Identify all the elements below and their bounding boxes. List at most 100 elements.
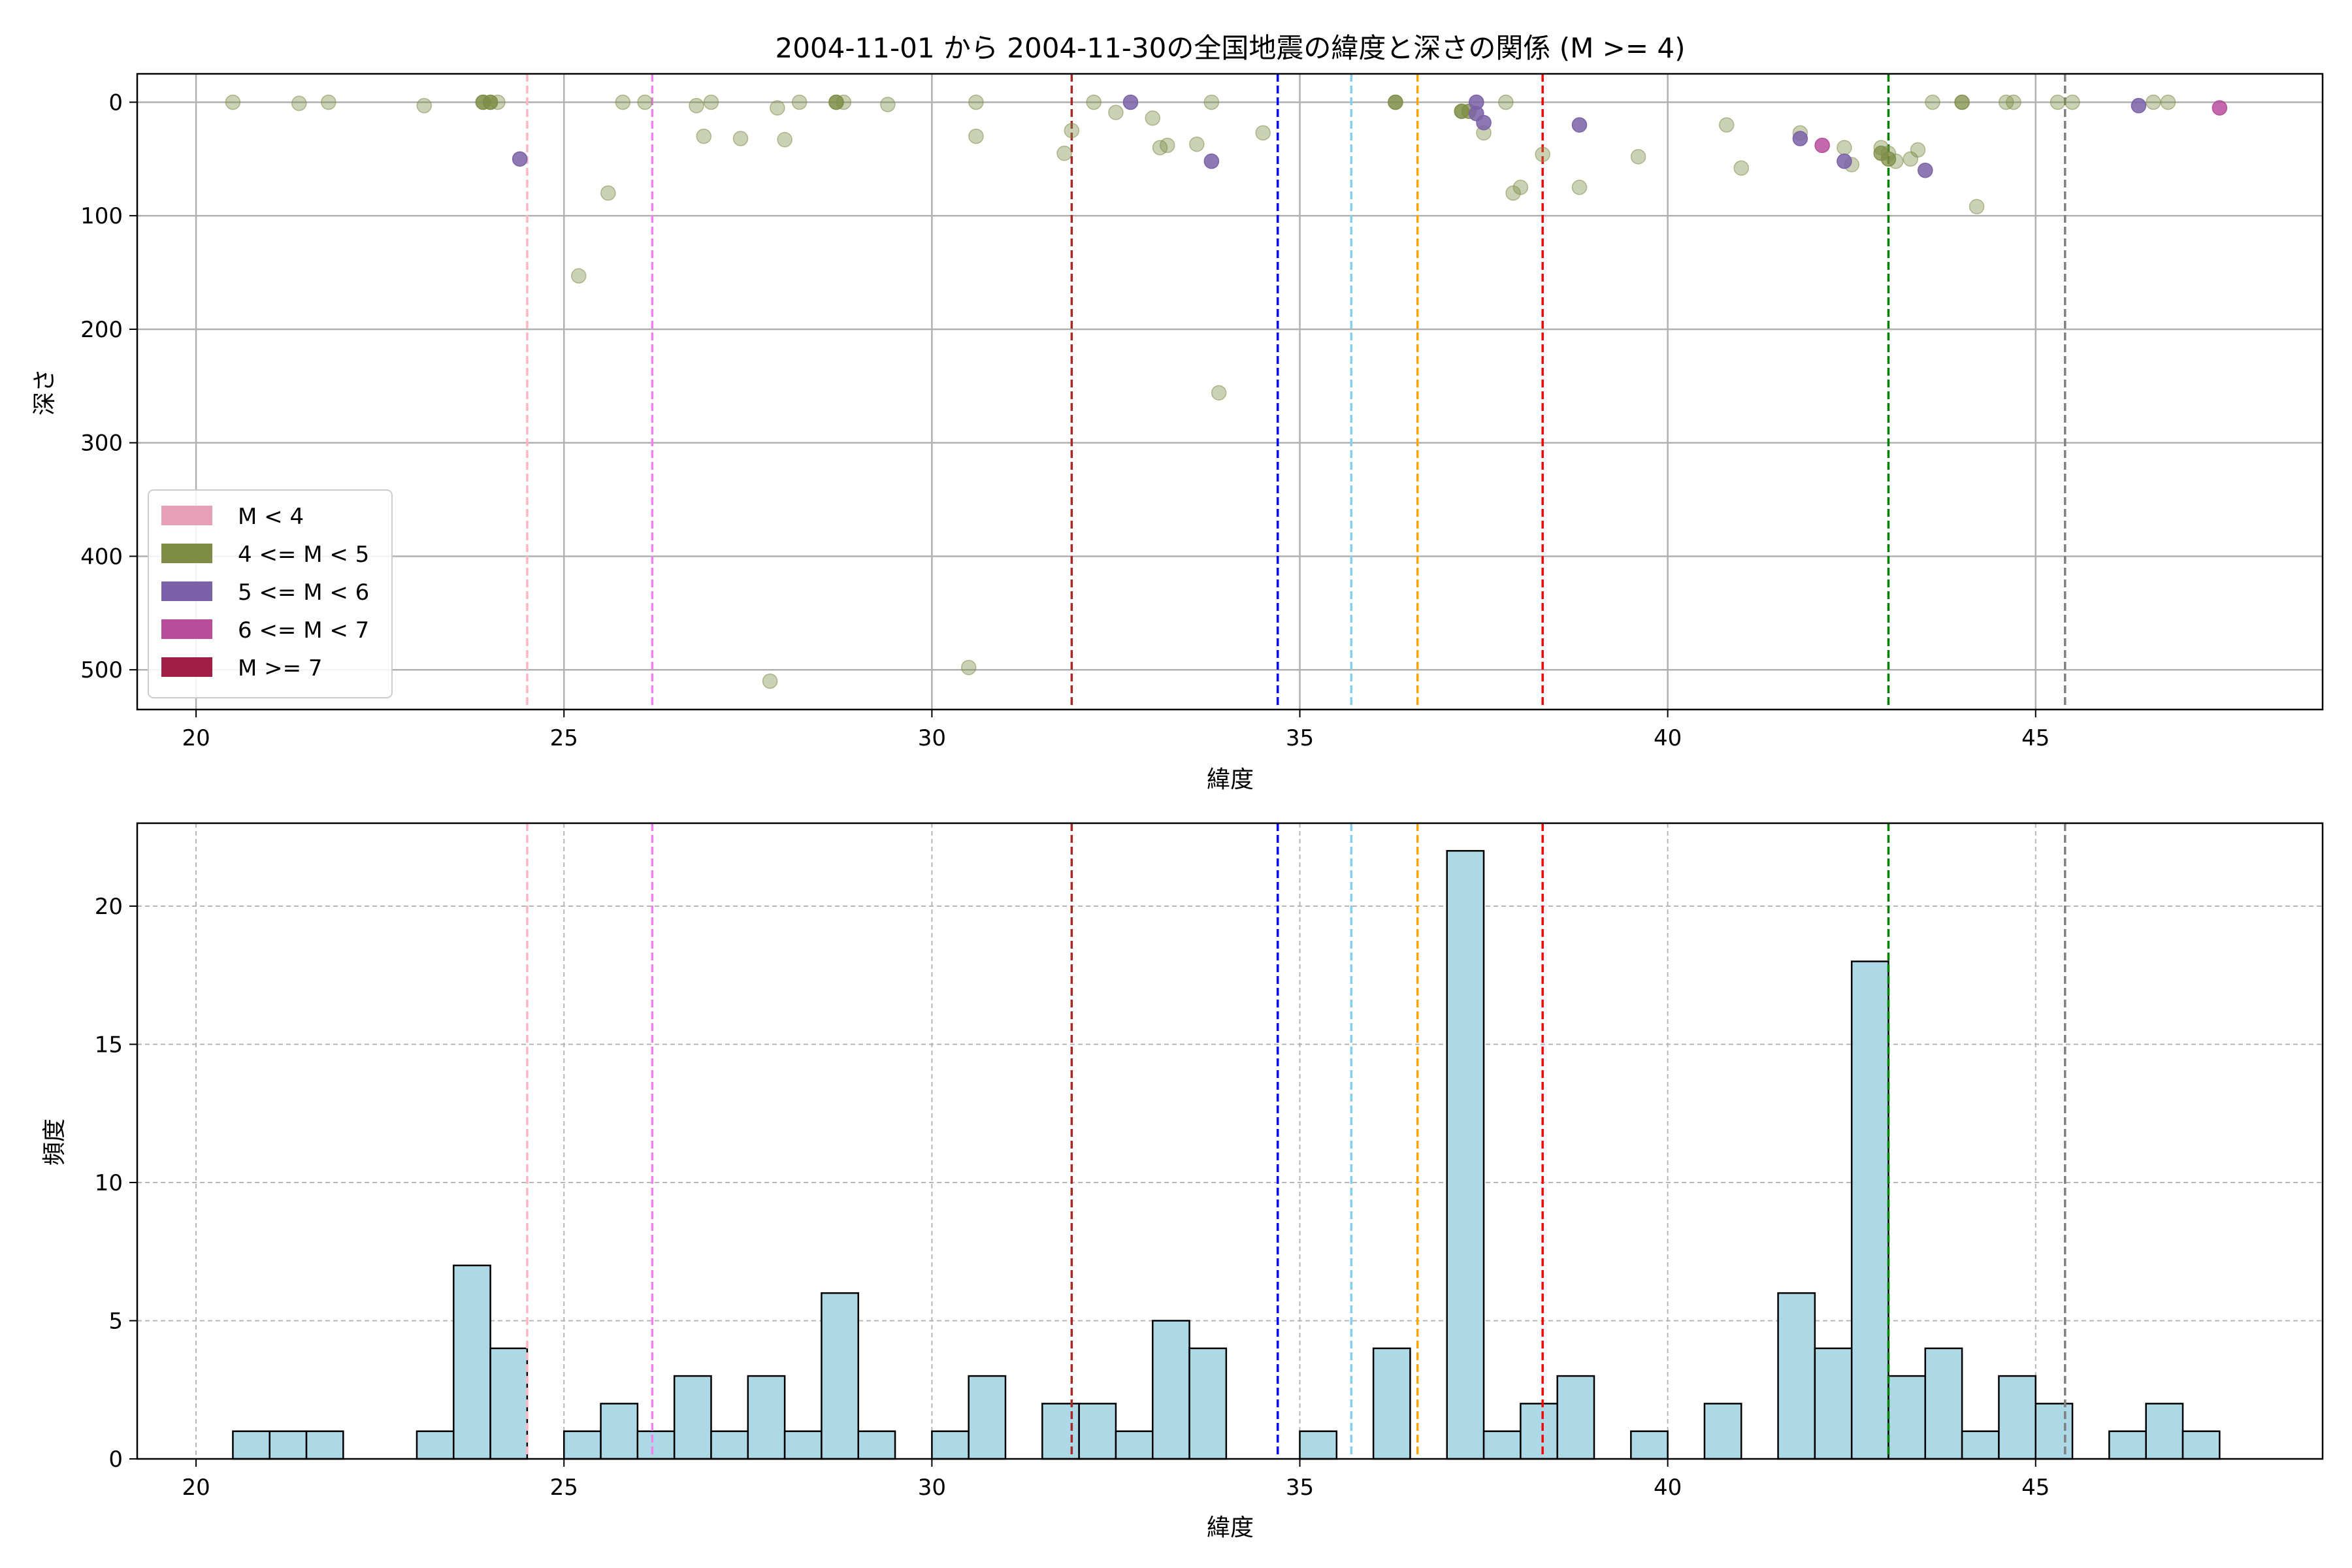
histogram-ticks: 20 25 30 35 40 45 0 5 10 15 20 <box>95 894 2050 1501</box>
scatter-point <box>571 268 587 284</box>
scatter-point <box>703 94 719 110</box>
histogram-bar <box>563 1430 602 1460</box>
scatter-point <box>321 94 336 110</box>
scatter-point <box>1211 385 1227 400</box>
histogram-y-axis-label: 頻度 <box>41 1119 68 1166</box>
scatter-point <box>2050 94 2066 110</box>
scatter-point <box>1837 154 1852 169</box>
scatter-legend-swatch <box>161 544 212 563</box>
histogram-bar <box>269 1430 308 1460</box>
scatter-point <box>828 94 844 110</box>
scatter-grid <box>137 74 2323 710</box>
scatter-point <box>1925 94 1940 110</box>
scatter-legend-box <box>148 489 393 698</box>
histogram-bar <box>1372 1347 1411 1460</box>
histogram-bar <box>857 1430 896 1460</box>
scatter-point <box>1837 140 1852 155</box>
scatter-point <box>1145 110 1160 126</box>
histogram-bars <box>232 850 2221 1460</box>
scatter-point <box>696 128 711 144</box>
histogram-bar <box>1446 850 1485 1460</box>
histogram-bar <box>1703 1403 1742 1460</box>
histogram-bar <box>305 1430 344 1460</box>
scatter-point <box>1086 94 1102 110</box>
histogram-bar <box>747 1375 786 1460</box>
histogram-bar <box>2181 1430 2221 1460</box>
scatter-legend-label: M < 4 <box>238 504 304 530</box>
scatter-point <box>1630 149 1646 165</box>
scatter-point <box>1910 142 1926 158</box>
histogram-bar <box>600 1403 639 1460</box>
scatter-point <box>512 151 528 167</box>
scatter-point <box>1880 151 1897 167</box>
histogram-panel: 20 25 30 35 40 45 0 5 10 15 20 緯度 頻度 <box>41 822 2324 1541</box>
scatter-point <box>1255 125 1271 141</box>
histogram-bar <box>1482 1430 1522 1460</box>
scatter-y-tick-label: 100 <box>80 203 123 229</box>
scatter-y-tick-label: 500 <box>80 657 123 683</box>
scatter-y-tick-label: 0 <box>108 90 123 116</box>
scatter-point <box>1189 136 1205 152</box>
histogram-x-axis-label: 緯度 <box>1207 1514 1254 1541</box>
scatter-point <box>416 97 432 114</box>
scatter-point <box>960 659 977 676</box>
histogram-bar <box>2034 1403 2074 1460</box>
scatter-point <box>1388 94 1403 110</box>
scatter-point <box>1056 145 1072 161</box>
histogram-bar <box>1115 1430 1154 1460</box>
scatter-point <box>2065 94 2080 110</box>
scatter-point <box>1498 94 1514 110</box>
scatter-panel: 20 25 30 35 40 45 0 100 200 300 400 500 緯度 深さ M < 4… <box>31 73 2324 793</box>
scatter-legend-swatch <box>161 657 212 677</box>
histogram-x-tick-label: 35 <box>1286 1475 1314 1501</box>
histogram-x-tick-label: 40 <box>1654 1475 1682 1501</box>
histogram-bar <box>673 1375 712 1460</box>
scatter-legend-label: 6 <= M < 7 <box>238 617 369 644</box>
scatter-x-tick-label: 30 <box>918 725 946 751</box>
scatter-point <box>1064 123 1080 139</box>
scatter-point <box>968 94 984 110</box>
scatter-point <box>291 95 307 111</box>
histogram-x-tick-label: 25 <box>550 1475 578 1501</box>
histogram-bar <box>1924 1347 1963 1460</box>
scatter-point <box>2212 100 2228 116</box>
scatter-plot-frame <box>136 73 2324 711</box>
scatter-point <box>2146 94 2161 110</box>
histogram-bar <box>1041 1403 1080 1460</box>
histogram-bar <box>1299 1430 1338 1460</box>
histogram-y-tick-label: 20 <box>95 894 123 920</box>
scatter-point <box>1160 137 1175 154</box>
scatter-point <box>1203 154 1220 169</box>
scatter-point <box>1718 117 1735 133</box>
scatter-point <box>1535 146 1550 163</box>
scatter-point <box>600 185 616 201</box>
scatter-legend-swatch <box>161 506 212 525</box>
scatter-point <box>762 673 778 689</box>
scatter-point <box>1571 180 1588 195</box>
histogram-plot-frame <box>136 822 2324 1460</box>
histogram-bar <box>968 1375 1007 1460</box>
top-chart-title: 2004-11-01 から 2004-11-30の全国地震の緯度と深さの関係 (… <box>775 32 1685 64</box>
scatter-vlines <box>526 74 2066 710</box>
histogram-bar <box>1887 1375 1927 1460</box>
histogram-bar <box>1188 1347 1228 1460</box>
scatter-point <box>968 128 984 144</box>
histogram-bar <box>1850 960 1889 1460</box>
scatter-point <box>1512 180 1529 195</box>
scatter-x-tick-label: 40 <box>1654 725 1682 751</box>
histogram-bar <box>489 1347 529 1460</box>
scatter-point <box>689 97 704 114</box>
histogram-bar <box>1630 1430 1669 1460</box>
scatter-legend-label: 4 <= M < 5 <box>238 542 369 568</box>
histogram-bar <box>1556 1375 1595 1460</box>
scatter-y-tick-label: 200 <box>80 317 123 343</box>
histogram-y-tick-label: 10 <box>95 1170 123 1196</box>
scatter-point <box>1968 199 1985 215</box>
scatter-point <box>1476 114 1492 131</box>
histogram-x-tick-label: 20 <box>182 1475 210 1501</box>
scatter-legend-swatch <box>161 581 212 601</box>
scatter-y-tick-label: 400 <box>80 544 123 570</box>
histogram-bar <box>2145 1403 2184 1460</box>
histogram-y-tick-label: 5 <box>108 1308 123 1334</box>
